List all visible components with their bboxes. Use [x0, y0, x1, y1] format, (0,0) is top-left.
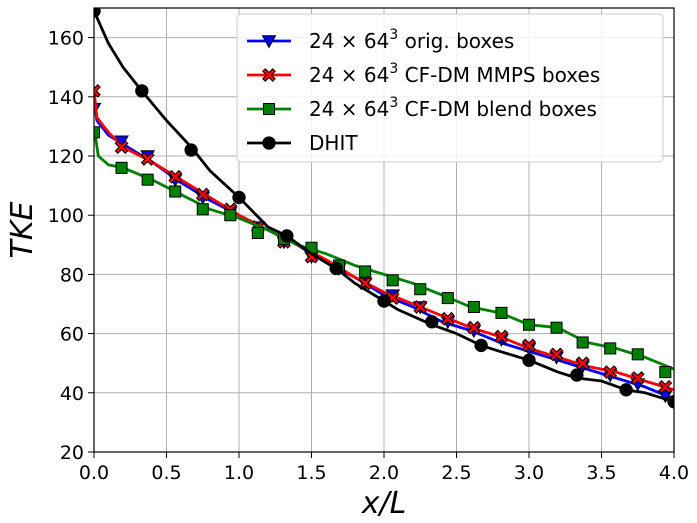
data-point: [440, 311, 455, 326]
legend-label: 24 × 643 CF-DM blend boxes: [309, 95, 597, 121]
data-point: [425, 315, 439, 329]
data-point: [94, 126, 101, 139]
legend-label: DHIT: [309, 131, 358, 155]
data-point: [329, 261, 343, 276]
x-tick-label: 1.0: [224, 462, 254, 484]
x-tick-label: 0.5: [151, 462, 181, 484]
data-point: [196, 203, 209, 216]
data-point: [667, 395, 674, 409]
legend-label-rest: CF-DM blend boxes: [398, 97, 597, 121]
legend-label-rest: orig. boxes: [398, 29, 514, 53]
legend-marker: [262, 102, 276, 116]
data-point: [184, 143, 198, 157]
legend-item: 24 × 643 orig. boxes: [247, 27, 514, 53]
data-point: [135, 84, 149, 98]
data-point: [570, 368, 584, 382]
legend-label-rest: CF-DM MMPS boxes: [398, 63, 600, 87]
y-axis-label: TKE: [5, 201, 40, 258]
x-tick-label: 0.0: [79, 462, 109, 484]
data-point: [195, 187, 210, 202]
data-point: [232, 190, 246, 205]
data-point: [657, 390, 673, 404]
data-point: [467, 300, 480, 313]
data-point: [224, 209, 237, 222]
data-point: [94, 8, 101, 18]
data-point: [575, 356, 590, 371]
legend-marker: [262, 68, 276, 82]
data-point: [413, 300, 428, 314]
data-point: [604, 342, 617, 355]
data-point: [522, 338, 536, 353]
legend-label-sup: 3: [389, 27, 398, 43]
legend-item: 24 × 643 CF-DM MMPS boxes: [247, 61, 600, 87]
legend-marker: [261, 35, 277, 49]
legend-label-base: 24 × 64: [309, 63, 389, 87]
data-point: [576, 336, 589, 349]
data-point: [94, 83, 101, 98]
series-layer: [94, 8, 674, 409]
legend-item: DHIT: [247, 131, 358, 155]
y-tick-label: 160: [48, 28, 84, 50]
data-point: [619, 383, 633, 397]
x-axis-label: x/L: [361, 486, 407, 521]
data-point: [386, 274, 399, 287]
data-point: [522, 353, 536, 367]
data-point: [141, 173, 154, 186]
data-point: [630, 371, 645, 385]
y-tick-label: 60: [60, 324, 84, 346]
data-point: [522, 318, 536, 331]
x-tick-label: 2.5: [441, 462, 471, 484]
data-point: [280, 229, 294, 243]
series-3: [94, 8, 674, 409]
data-point: [659, 366, 672, 379]
data-point: [474, 338, 488, 353]
series-line: [94, 90, 674, 392]
data-point: [359, 265, 372, 278]
data-point: [550, 321, 563, 334]
data-point: [658, 379, 673, 394]
data-point: [169, 185, 182, 198]
y-tick-label: 140: [48, 87, 84, 109]
legend-label-base: 24 × 64: [309, 97, 389, 121]
data-point: [549, 347, 564, 362]
data-point: [603, 365, 618, 379]
y-tick-label: 40: [60, 383, 84, 405]
legend-label-base: 24 × 64: [309, 29, 389, 53]
y-tick-label: 20: [60, 442, 84, 464]
legend-item: 24 × 643 CF-DM blend boxes: [247, 95, 597, 121]
x-tick-label: 4.0: [659, 462, 689, 484]
y-tick-label: 120: [48, 146, 84, 168]
legend-label: 24 × 643 orig. boxes: [309, 27, 514, 53]
data-point: [441, 292, 454, 305]
data-point: [114, 140, 129, 155]
legend-box: [236, 13, 664, 163]
y-tick-label: 80: [60, 264, 84, 286]
x-tick-label: 1.5: [296, 462, 326, 484]
legend-label: 24 × 643 CF-DM MMPS boxes: [309, 61, 600, 87]
data-point: [377, 294, 391, 308]
legend-label-base: DHIT: [309, 131, 358, 155]
x-tick-label: 3.5: [586, 462, 616, 484]
data-point: [414, 283, 427, 296]
data-point: [251, 226, 264, 239]
data-point: [140, 152, 155, 166]
data-point: [467, 320, 481, 335]
legend-marker: [262, 136, 276, 150]
x-tick-label: 3.0: [514, 462, 544, 484]
data-point: [168, 169, 183, 184]
x-tick-label: 2.0: [369, 462, 399, 484]
legend-label-sup: 3: [389, 95, 398, 111]
data-point: [495, 306, 508, 319]
legend-label-sup: 3: [389, 61, 398, 77]
data-point: [494, 329, 509, 344]
data-point: [631, 348, 644, 361]
series-2: [94, 126, 674, 379]
data-point: [115, 161, 128, 174]
y-tick-label: 100: [48, 205, 84, 227]
axis-ticks: 0.0 0.5 1.0 1.5 2.0 2.5 3.0 3.5 4.0 20 40 60 80 100 12…: [48, 28, 689, 484]
